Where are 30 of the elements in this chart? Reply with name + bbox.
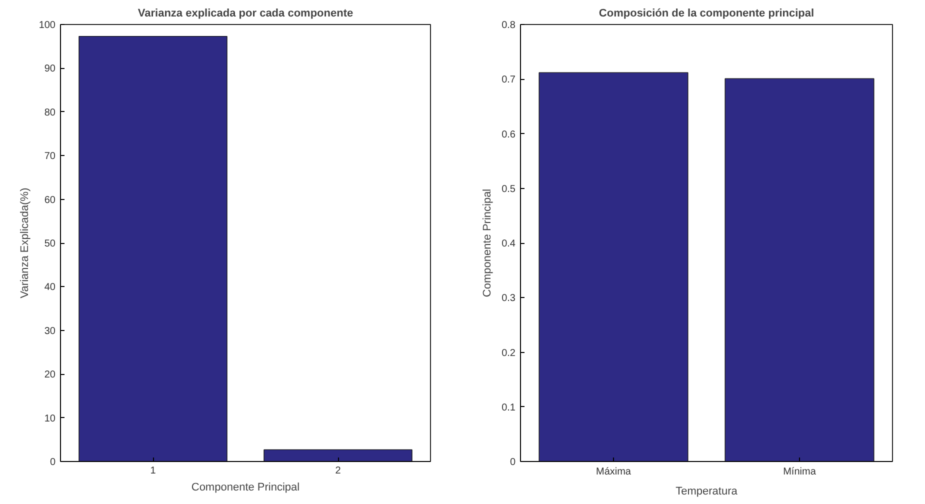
x-tick-label: Mínima xyxy=(783,466,816,478)
y-tick-label: 100 xyxy=(38,20,56,31)
y-tick-label: 90 xyxy=(44,64,56,75)
y-tick-label: 0.8 xyxy=(502,20,516,31)
y-axis-title: Varianza Explicada(%) xyxy=(18,188,31,298)
y-tick-label: 0.3 xyxy=(502,293,516,304)
y-tick-label: 10 xyxy=(44,413,56,424)
y-tick-label: 0 xyxy=(50,457,56,468)
y-tick-label: 70 xyxy=(44,151,56,162)
y-tick-label: 80 xyxy=(44,107,56,118)
x-tick-label: 1 xyxy=(150,466,156,476)
x-tick-label: Máxima xyxy=(596,466,632,478)
y-tick-label: 0.7 xyxy=(502,74,516,86)
y-tick-label: 50 xyxy=(44,238,56,250)
y-tick-label: 20 xyxy=(44,370,56,381)
y-tick-label: 0.2 xyxy=(502,348,516,359)
y-tick-label: 60 xyxy=(44,194,56,206)
y-tick-label: 30 xyxy=(44,326,56,337)
y-tick-label: 0.6 xyxy=(502,129,516,140)
y-tick-label: 0.4 xyxy=(502,238,516,250)
x-axis-title: Temperatura xyxy=(676,486,738,498)
x-axis-title: Componente Principal xyxy=(191,482,300,494)
chart-title: Composición de la componente principal xyxy=(598,8,814,20)
chart-title: Varianza explicada por cada componente xyxy=(138,8,354,20)
y-tick-label: 0 xyxy=(510,457,516,468)
y-axis-title: Componente Principal xyxy=(482,188,494,298)
y-tick-label: 0.5 xyxy=(502,184,516,195)
x-tick-label: 2 xyxy=(335,466,342,476)
y-tick-label: 40 xyxy=(44,282,56,294)
y-tick-label: 0.1 xyxy=(502,402,516,414)
